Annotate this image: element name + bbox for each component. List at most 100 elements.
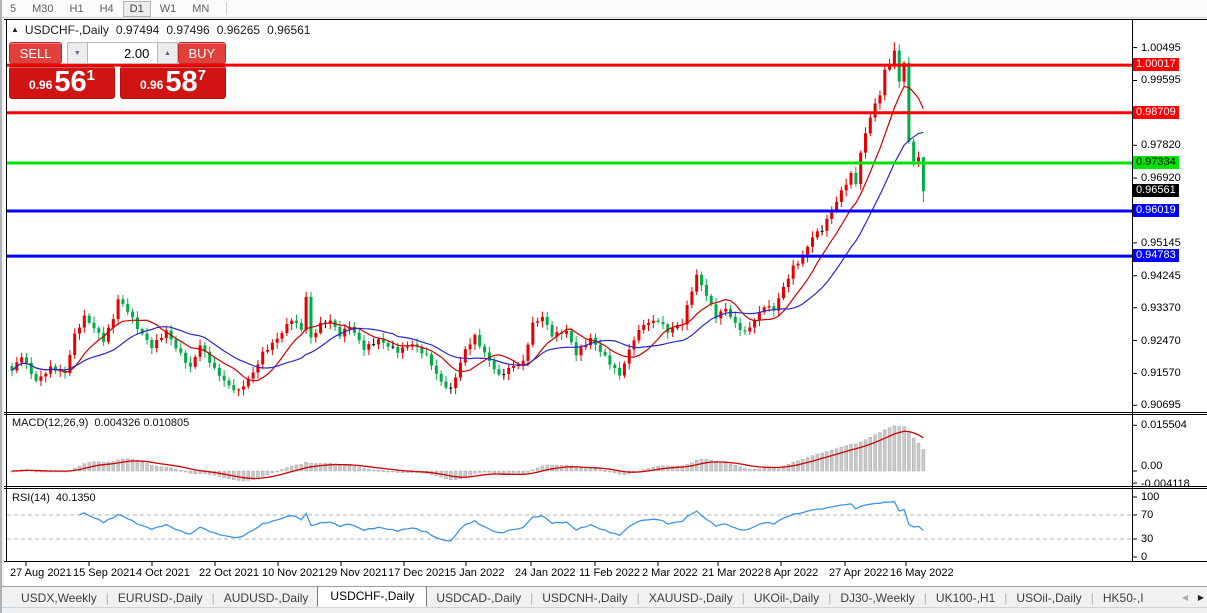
timeframe-button-mn[interactable]: MN (192, 2, 210, 15)
timeframe-button-5[interactable]: 5 (10, 2, 17, 15)
volume-increase-button[interactable]: ▲ (157, 42, 178, 64)
date-axis-label: 16 May 2022 (890, 567, 954, 579)
date-axis-label: 22 Oct 2021 (199, 567, 259, 579)
date-axis-label: 10 Nov 2021 (262, 567, 325, 579)
toolbar-separator (226, 2, 228, 15)
date-axis-label: 5 Jan 2022 (450, 567, 505, 579)
macd-axis-label: -0.004118 (1141, 478, 1190, 491)
sell-price-pip: 1 (86, 67, 95, 84)
symbol-tab-audusd[interactable]: AUDUSD-,Daily (223, 590, 309, 605)
tab-separator: | (211, 590, 215, 605)
tab-separator: | (530, 590, 534, 605)
symbol-tab-dj30[interactable]: DJ30-,Weekly (840, 590, 915, 605)
tabs-scroll-left-button[interactable]: ◀ (1178, 590, 1192, 604)
volume-decrease-button[interactable]: ▼ (67, 42, 88, 64)
price-tick-label: 0.92470 (1141, 334, 1181, 347)
timeframe-button-w1[interactable]: W1 (159, 2, 177, 15)
ohlc-close: 0.96561 (267, 22, 311, 37)
status-strip (2, 607, 1207, 613)
symbol-tab-usdx[interactable]: USDX,Weekly (21, 590, 97, 605)
symbol-tab-usdcad[interactable]: USDCAD-,Daily (436, 590, 522, 605)
price-level-badge: 0.98709 (1133, 105, 1179, 119)
macd-label: MACD(12,26,9) 0.004326 0.010805 (12, 417, 189, 429)
collapse-panel-icon[interactable]: ▲ (11, 25, 19, 34)
tabs-scroll-right-button[interactable]: ▶ (1194, 590, 1207, 604)
chart-title: ▲ USDCHF-,Daily 0.97494 0.97496 0.96265 … (11, 22, 311, 37)
price-level-badge: 1.00017 (1133, 58, 1179, 72)
date-axis-label: 2 Mar 2022 (642, 567, 698, 579)
arrow-right-icon: ▶ (1197, 592, 1205, 602)
symbol-tab-xauusd[interactable]: XAUUSD-,Daily (648, 590, 733, 605)
ohlc-high: 0.97496 (166, 22, 210, 37)
macd-name: MACD(12,26,9) (12, 417, 89, 429)
timeframe-button-d1[interactable]: D1 (122, 0, 151, 17)
date-axis-label: 17 Dec 2021 (388, 567, 451, 579)
rsi-value: 40.1350 (55, 492, 96, 504)
date-axis-label: 29 Nov 2021 (325, 567, 388, 579)
date-axis-label: 11 Feb 2022 (579, 567, 640, 579)
rsi-axis-label: 100 (1141, 491, 1160, 503)
price-level-badge: 0.94783 (1133, 249, 1179, 263)
symbol-tab-eurusd[interactable]: EURUSD-,Daily (117, 590, 203, 605)
macd-histogram (10, 425, 926, 482)
date-axis-label: 27 Aug 2021 (10, 567, 72, 579)
tab-separator: | (105, 590, 109, 605)
date-axis-label: 4 Oct 2021 (136, 567, 190, 579)
tab-separator: | (741, 590, 745, 605)
ohlc-low: 0.96265 (216, 22, 261, 37)
price-tick-label: 0.90695 (1141, 399, 1181, 412)
price-tick-label: 0.96920 (1141, 172, 1181, 185)
sell-price-prefix: 0.96 (29, 78, 53, 92)
arrow-left-icon: ◀ (1181, 592, 1189, 602)
date-axis-label: 27 Apr 2022 (829, 567, 889, 579)
price-tick-label: 0.95145 (1141, 236, 1181, 249)
price-level-badge: 0.97334 (1133, 156, 1179, 169)
sell-price-big: 56 (54, 66, 87, 98)
symbol-tabbar: USDX,Weekly | EURUSD-,Daily | AUDUSD-,Daily U… (2, 586, 1207, 608)
symbol-tab-usoil[interactable]: USOil-,Daily (1016, 590, 1082, 605)
rsi-line (79, 500, 924, 542)
rsi-axis-label: 70 (1141, 509, 1154, 521)
timeframe-button-h4[interactable]: H4 (99, 2, 114, 15)
price-tick-label: 0.94245 (1141, 269, 1181, 282)
sell-button[interactable]: SELL (9, 42, 63, 64)
tab-separator: | (923, 590, 927, 605)
price-tick-label: 0.97820 (1141, 139, 1181, 152)
chevron-up-icon: ▲ (164, 49, 171, 57)
rsi-name: RSI(14) (12, 492, 50, 504)
price-level-badge: 0.96019 (1133, 203, 1179, 217)
volume-input[interactable]: 2.00 (87, 42, 158, 64)
tab-separator: | (1004, 590, 1008, 605)
symbol-tab-usdchf[interactable]: USDCHF-,Daily (317, 587, 428, 607)
symbol-tab-usdcnh[interactable]: USDCNH-,Daily (542, 590, 628, 605)
tab-separator: | (828, 590, 832, 605)
symbol-tab-hk50[interactable]: HK50-,I (1102, 590, 1144, 605)
moving-average-line-9 (11, 85, 924, 382)
macd-signal-line (11, 430, 924, 480)
price-tick-label: 0.99595 (1141, 74, 1181, 87)
ohlc-open: 0.97494 (115, 22, 160, 37)
macd-values: 0.004326 0.010805 (94, 417, 190, 429)
buy-price-prefix: 0.96 (140, 78, 164, 92)
symbol-tab-ukoil[interactable]: UKOil-,Daily (753, 590, 820, 605)
buy-button[interactable]: BUY (177, 42, 226, 64)
price-tick-label: 1.00495 (1141, 41, 1181, 54)
buy-price-pip: 7 (197, 67, 206, 84)
date-axis-label: 24 Jan 2022 (515, 567, 576, 579)
sell-price-display[interactable]: 0.96 56 1 (9, 66, 115, 99)
chevron-down-icon: ▼ (73, 49, 81, 57)
timeframe-button-m30[interactable]: M30 (32, 2, 54, 15)
buy-price-big: 58 (165, 66, 198, 98)
price-tick-label: 0.93370 (1141, 301, 1181, 314)
buy-price-display[interactable]: 0.96 58 7 (120, 66, 226, 99)
tab-separator: | (1090, 590, 1094, 605)
date-axis-label: 8 Apr 2022 (765, 567, 819, 579)
moving-average-line-19 (11, 131, 924, 371)
date-axis-label: 21 Mar 2022 (702, 567, 764, 579)
current-price-badge: 0.96561 (1133, 184, 1179, 198)
symbol-tab-uk100[interactable]: UK100-,H1 (935, 590, 996, 605)
timeframe-button-h1[interactable]: H1 (69, 2, 84, 15)
timeframe-toolbar: 5 M30 H1 H4 D1 W1 MN (2, 0, 1207, 18)
tab-separator: | (636, 590, 640, 605)
